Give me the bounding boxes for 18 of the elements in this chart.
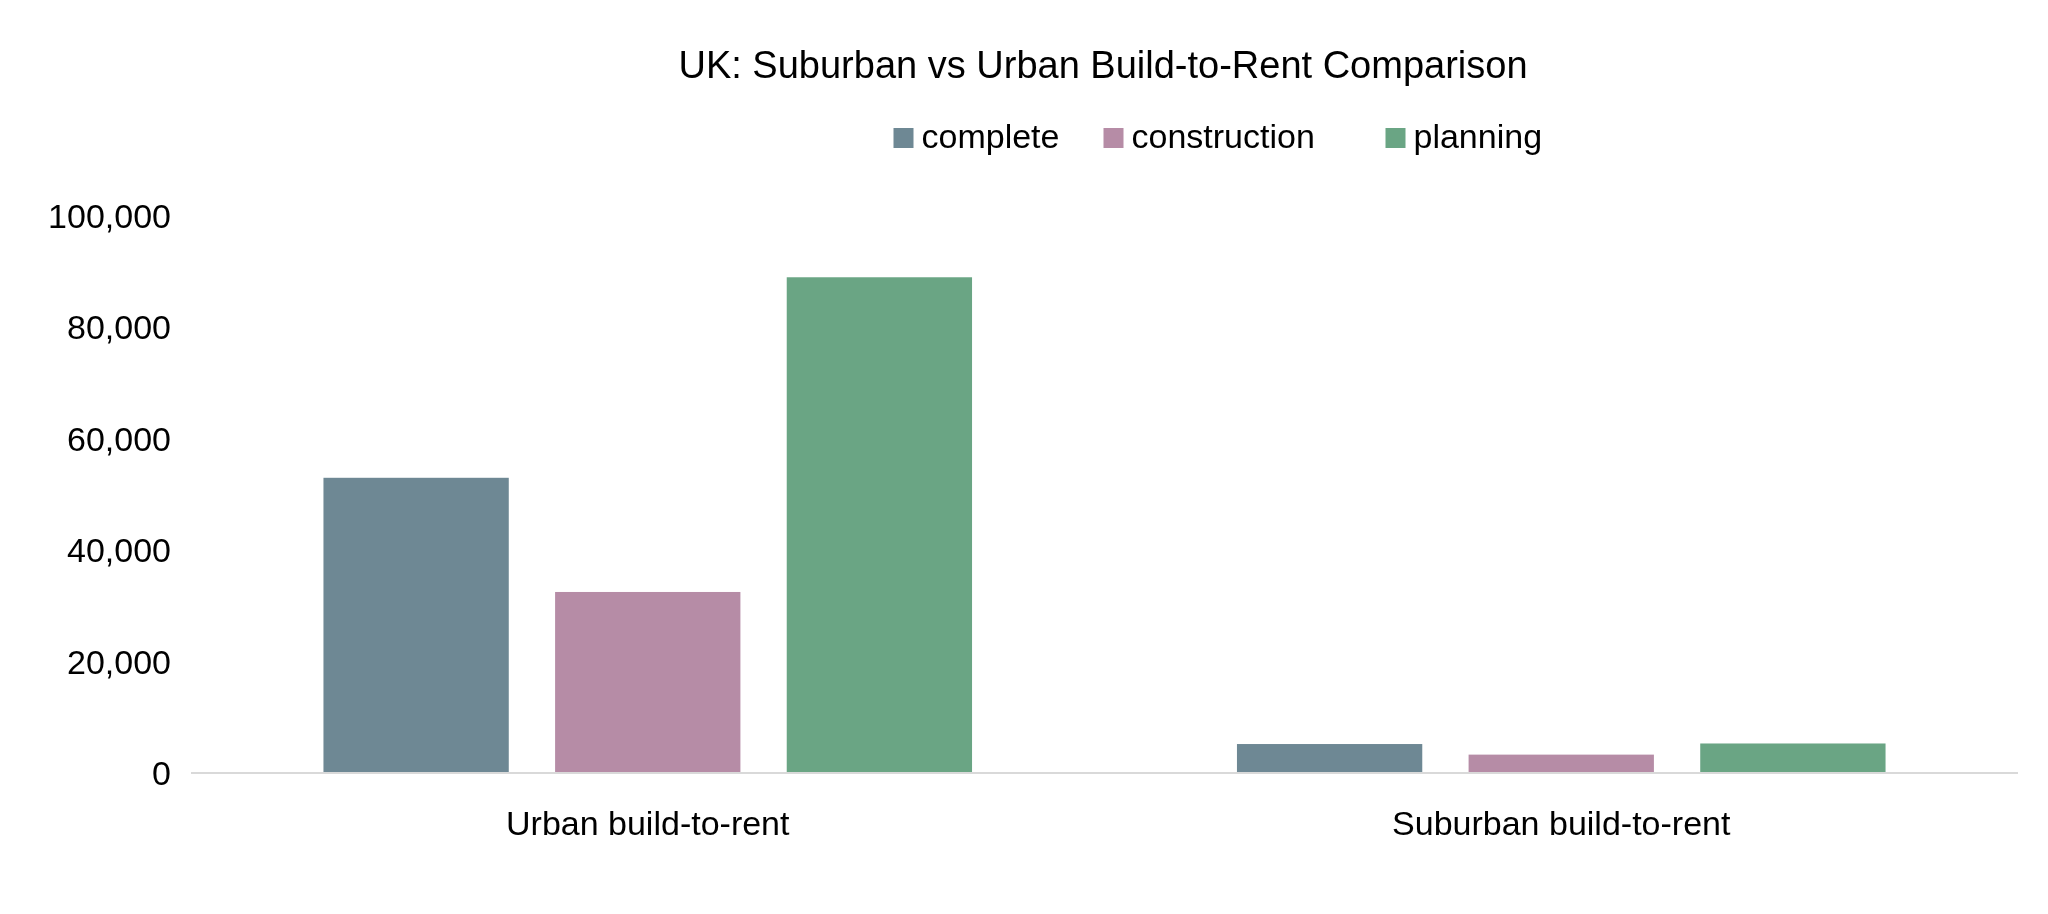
y-tick-label: 40,000 <box>67 531 171 570</box>
legend-label: complete <box>921 117 1060 155</box>
x-tick-label: Urban build-to-rent <box>506 803 791 842</box>
y-tick-label: 60,000 <box>67 419 171 458</box>
bar <box>786 277 973 773</box>
legend-label: construction <box>1131 117 1315 155</box>
bar <box>1700 743 1886 773</box>
chart-title: UK: Suburban vs Urban Build-to-Rent Comparison <box>678 44 1528 86</box>
bar <box>323 477 509 773</box>
legend-label: planning <box>1413 117 1543 155</box>
bar <box>1468 754 1654 773</box>
bar <box>555 591 741 773</box>
bar <box>1236 744 1423 773</box>
y-tick-label: 0 <box>152 753 171 792</box>
y-tick-label: 20,000 <box>67 642 171 681</box>
y-tick-label: 80,000 <box>67 308 171 347</box>
x-tick-label: Suburban build-to-rent <box>1392 803 1731 842</box>
y-tick-label: 100,000 <box>48 196 171 235</box>
